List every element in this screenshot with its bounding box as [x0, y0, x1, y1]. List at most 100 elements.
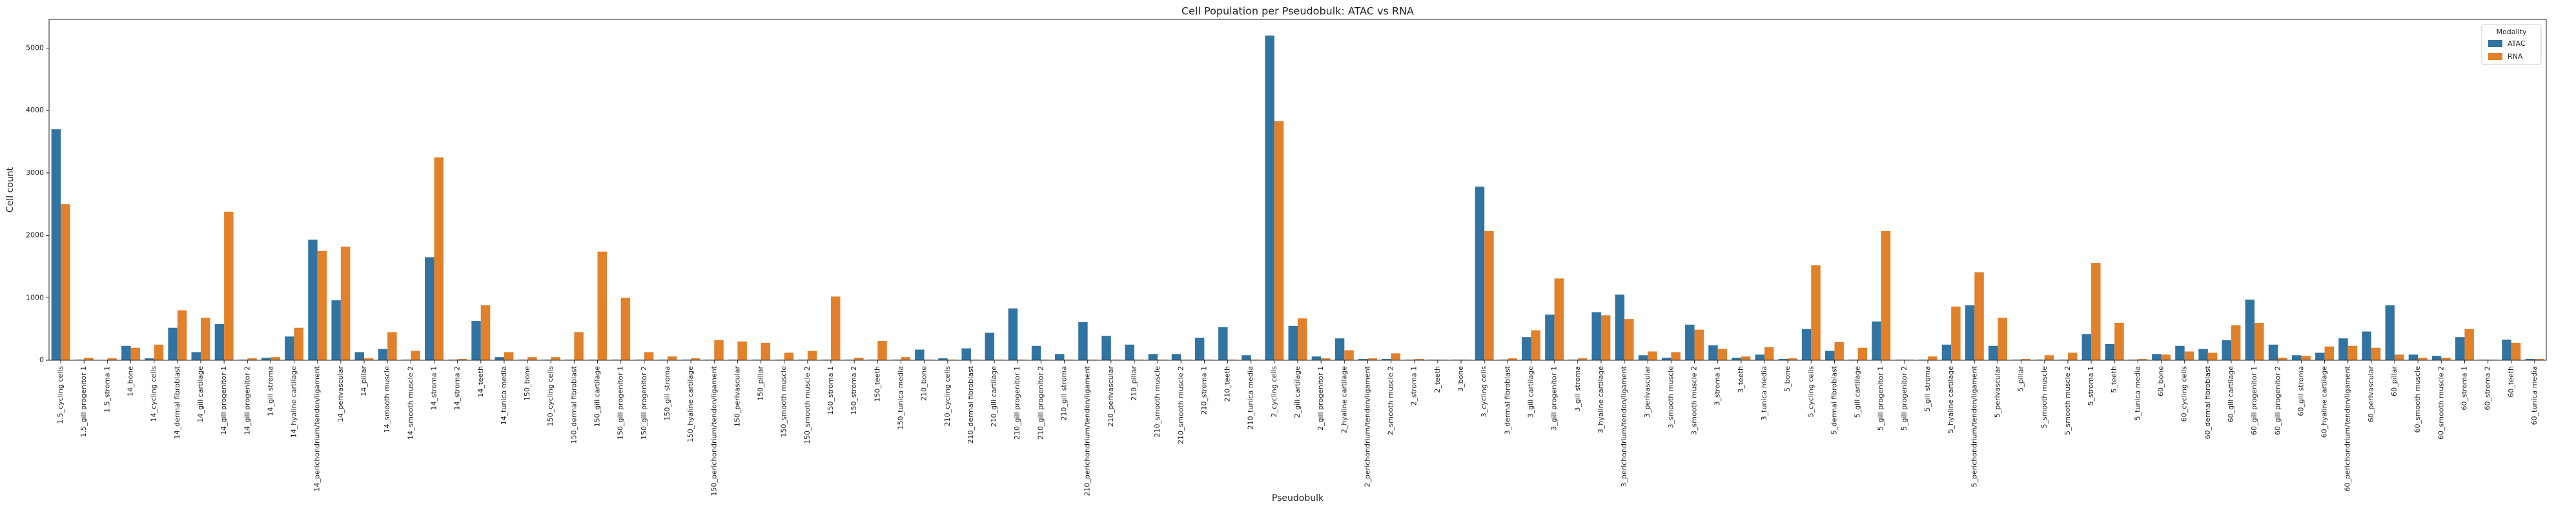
x-tick-label: 14_cycling cells	[150, 366, 158, 422]
bar	[168, 327, 178, 360]
bar	[2324, 346, 2335, 360]
x-tick-label: 14_dermal fibroblast	[173, 365, 181, 439]
bar	[247, 358, 257, 360]
bar	[761, 342, 771, 360]
bar	[1125, 344, 1134, 360]
bar	[317, 250, 327, 360]
legend-label: ATAC	[2508, 39, 2526, 48]
bar	[1717, 349, 1728, 360]
bar	[1941, 344, 1952, 360]
x-tick-label: 150_smooth muscle	[780, 366, 788, 438]
bar	[1554, 278, 1564, 360]
chart-title: Cell Population per Pseudobulk: ATAC vs …	[1181, 5, 1414, 17]
bar	[2408, 354, 2418, 360]
bar	[1344, 350, 1354, 360]
bar	[2175, 345, 2185, 360]
x-tick-label: 60_hyaline cartilage	[2320, 366, 2329, 438]
bar	[2502, 340, 2511, 360]
bar	[2254, 322, 2264, 360]
bar	[644, 352, 654, 360]
bar	[985, 332, 995, 360]
bar	[2114, 322, 2124, 360]
bar	[1741, 356, 1751, 360]
x-tick-label: 60_gill cartilage	[2227, 366, 2235, 423]
bar	[1881, 230, 1891, 360]
x-tick-label: 60_bone	[2157, 366, 2165, 396]
x-tick-label: 150_stroma 1	[826, 366, 835, 415]
bar	[1545, 314, 1555, 360]
bar	[2278, 358, 2287, 360]
bar	[2105, 343, 2115, 360]
legend-swatch	[2488, 40, 2502, 47]
bar	[1218, 327, 1228, 360]
bar	[2021, 359, 2031, 360]
bar	[2338, 338, 2348, 360]
bar	[1600, 315, 1611, 360]
y-axis-label: Cell count	[5, 167, 15, 212]
bar	[411, 351, 420, 360]
bar	[784, 352, 794, 360]
x-tick-label: 5_cycling cells	[1806, 366, 1815, 418]
x-tick-label: 210_stroma 1	[1200, 366, 1208, 415]
bar	[1242, 355, 1251, 360]
x-tick-label: 5_smooth muscle 2	[2063, 366, 2072, 435]
bar	[1965, 305, 1975, 360]
bar	[2464, 329, 2474, 360]
x-tick-label: 210_perivascular	[1107, 366, 1115, 427]
bar	[1661, 358, 1671, 360]
bar	[1988, 345, 1998, 360]
x-tick-label: 3_hyaline cartilage	[1597, 366, 1605, 434]
bar	[2081, 334, 2092, 360]
y-tick-label: 1000	[26, 293, 44, 301]
bar	[1475, 187, 1485, 360]
y-tick-label: 5000	[26, 43, 44, 52]
x-tick-label: 5_gill cartilage	[1854, 366, 1862, 418]
x-tick-label: 210_dermal fibroblast	[966, 365, 975, 444]
bar	[285, 336, 294, 360]
y-tick-label: 4000	[26, 106, 44, 114]
bar	[1311, 356, 1322, 360]
x-tick-label: 3_perichondrium/tendon/ligament	[1620, 365, 1628, 487]
x-tick-label: 14_stroma 2	[453, 366, 462, 411]
bar	[1508, 358, 1517, 360]
x-tick-label: 3_smooth muscle 2	[1690, 366, 1699, 435]
x-tick-label: 5_gill progenitor 2	[1900, 366, 1908, 431]
bar	[1732, 358, 1741, 360]
x-tick-label: 210_smooth muscle 2	[1176, 366, 1185, 444]
bar	[1522, 337, 1531, 360]
bar	[1484, 230, 1494, 360]
x-tick-label: 14_smooth muscle	[383, 366, 391, 433]
bar	[154, 344, 164, 360]
x-tick-label: 210_gill progenitor 2	[1036, 366, 1045, 440]
x-tick-label: 210_cycling cells	[943, 366, 952, 427]
x-tick-label: 3_teeth	[1737, 366, 1745, 393]
bar	[2534, 359, 2544, 360]
bar	[2525, 359, 2535, 360]
bar	[1577, 358, 1588, 360]
bar	[107, 358, 117, 360]
x-tick-label: 60_gill progenitor 2	[2273, 366, 2282, 435]
x-tick-label: 60_perivascular	[2367, 366, 2375, 423]
bar	[1928, 356, 1937, 360]
bar	[2067, 352, 2078, 360]
bar	[2184, 351, 2194, 360]
x-tick-label: 14_gill cartilage	[196, 366, 205, 423]
bar	[84, 358, 94, 360]
bar	[1801, 329, 1812, 360]
bar	[1382, 359, 1391, 360]
bar	[1638, 355, 1648, 360]
bar	[854, 358, 864, 360]
bar	[1811, 265, 1821, 360]
x-tick-label: 3_cycling cells	[1480, 366, 1488, 418]
x-tick-label: 2_perichondrium/tendon/ligament	[1363, 365, 1371, 487]
bar	[938, 358, 948, 360]
bar	[2431, 356, 2442, 360]
bar	[354, 352, 365, 360]
legend-title: Modality	[2497, 28, 2527, 36]
x-tick-label: 2_cycling cells	[1270, 366, 1278, 418]
x-tick-label: 150_perivascular	[733, 366, 741, 427]
bar	[714, 340, 724, 360]
y-tick-label: 3000	[26, 168, 44, 177]
x-tick-label: 150_gill cartilage	[593, 366, 602, 427]
bar	[457, 359, 467, 360]
